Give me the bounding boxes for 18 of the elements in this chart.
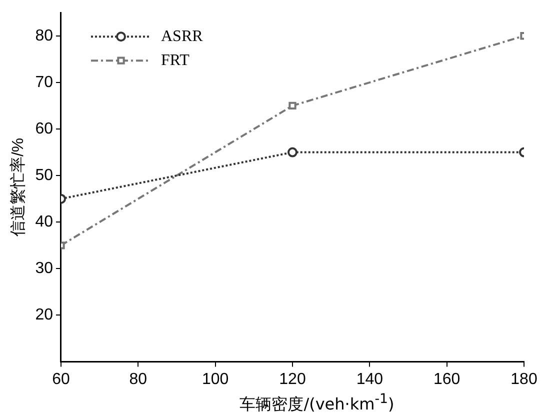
- x-tick-label: 160: [433, 370, 460, 388]
- x-tick-label: 100: [202, 370, 229, 388]
- legend-label: FRT: [160, 52, 190, 69]
- y-tick-label: 50: [35, 166, 54, 184]
- y-tick-label: 70: [35, 74, 54, 91]
- x-tick-label: 180: [510, 370, 538, 388]
- x-tick-label: 120: [279, 370, 306, 388]
- y-axis-title: 信道繁忙率/%: [9, 138, 28, 237]
- x-tick-label: 80: [129, 370, 148, 388]
- y-tick-label: 60: [35, 120, 54, 138]
- y-tick-label: 40: [35, 214, 54, 231]
- y-tick-label: 20: [35, 306, 54, 324]
- legend-label: ASRR: [160, 28, 204, 45]
- x-tick-label: 140: [356, 370, 384, 388]
- y-tick-label: 30: [35, 260, 54, 278]
- x-axis-title: 车辆密度/(veh·km$^{-1}$): [238, 392, 396, 416]
- x-tick-label: 60: [52, 370, 70, 388]
- y-tick-label: 80: [35, 27, 54, 44]
